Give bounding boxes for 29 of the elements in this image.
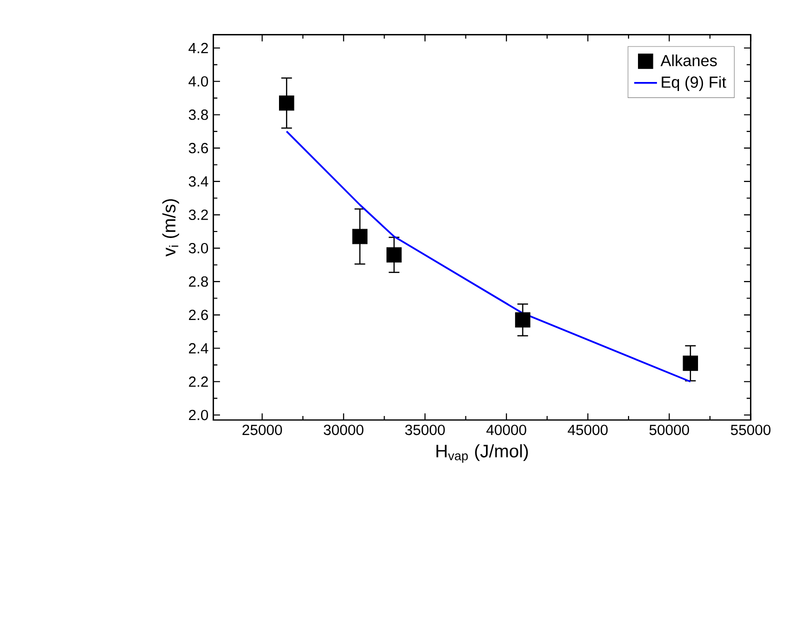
y-axis-title: v$_{i}$ (m/s) — [162, 199, 180, 256]
x-axis-title: H$_{vap}$ (J/mol) — [436, 444, 528, 463]
y-tick-label: 2.4 — [188, 343, 208, 354]
y-tick-label: 2.0 — [188, 410, 208, 420]
x-tick-label: 45000 — [568, 424, 608, 436]
y-tick-label: 3.2 — [188, 210, 208, 220]
legend-label: Alkanes — [660, 54, 717, 66]
x-tick-label: 30000 — [324, 424, 364, 436]
point — [682, 356, 698, 371]
x-tick-label: 35000 — [405, 424, 445, 436]
point — [386, 247, 402, 262]
x-tick-label: 50000 — [649, 424, 690, 436]
y-tick-label: 2.6 — [188, 310, 208, 320]
y-tick-label: 3.8 — [188, 110, 208, 120]
y-tick-label: 4.0 — [188, 76, 208, 87]
y-tick-label: 3.0 — [188, 243, 208, 254]
legend-label: Eq (9) Fit — [662, 76, 726, 91]
x-tick-label: 40000 — [486, 424, 526, 436]
x-tick-label: 55000 — [730, 424, 770, 436]
x-tick-label: 25000 — [242, 424, 282, 436]
line-series — [286, 130, 692, 382]
point — [279, 95, 294, 111]
point — [515, 312, 530, 328]
point — [352, 228, 368, 244]
y-tick-label: 2.2 — [188, 376, 208, 387]
y-tick-label: 4.2 — [188, 42, 208, 54]
y-tick-label: 3.6 — [188, 142, 208, 154]
y-tick-label: 3.4 — [188, 176, 208, 187]
y-tick-label: 2.8 — [188, 276, 208, 287]
